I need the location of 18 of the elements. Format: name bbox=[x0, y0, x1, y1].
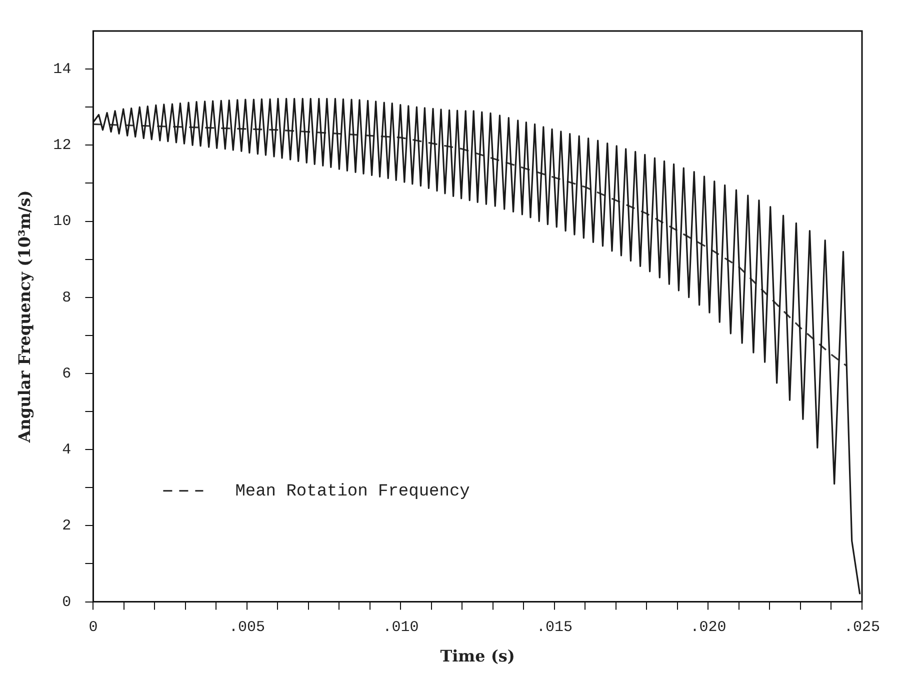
x-tick-label: .020 bbox=[690, 618, 726, 636]
y-tick-label: 14 bbox=[53, 61, 72, 78]
x-tick-label: .005 bbox=[228, 618, 265, 636]
x-tick-label: .010 bbox=[382, 618, 419, 636]
legend-label: Mean Rotation Frequency bbox=[235, 482, 470, 502]
x-axis-title: Time (s) bbox=[440, 646, 516, 666]
y-tick-label: 10 bbox=[53, 213, 72, 230]
y-axis-title: Angular Frequency (10³m/s) bbox=[14, 190, 34, 444]
y-tick-label: 8 bbox=[62, 289, 72, 306]
y-tick-label: 6 bbox=[62, 365, 72, 382]
x-tick-label: 0 bbox=[88, 618, 98, 636]
y-tick-label: 12 bbox=[53, 137, 72, 154]
y-tick-label: 2 bbox=[62, 518, 72, 535]
x-tick-label: .025 bbox=[844, 618, 880, 636]
y-tick-label: 0 bbox=[62, 594, 72, 611]
x-tick-label: .015 bbox=[536, 618, 572, 636]
line-series bbox=[93, 123, 848, 367]
y-tick-label: 4 bbox=[62, 442, 72, 459]
